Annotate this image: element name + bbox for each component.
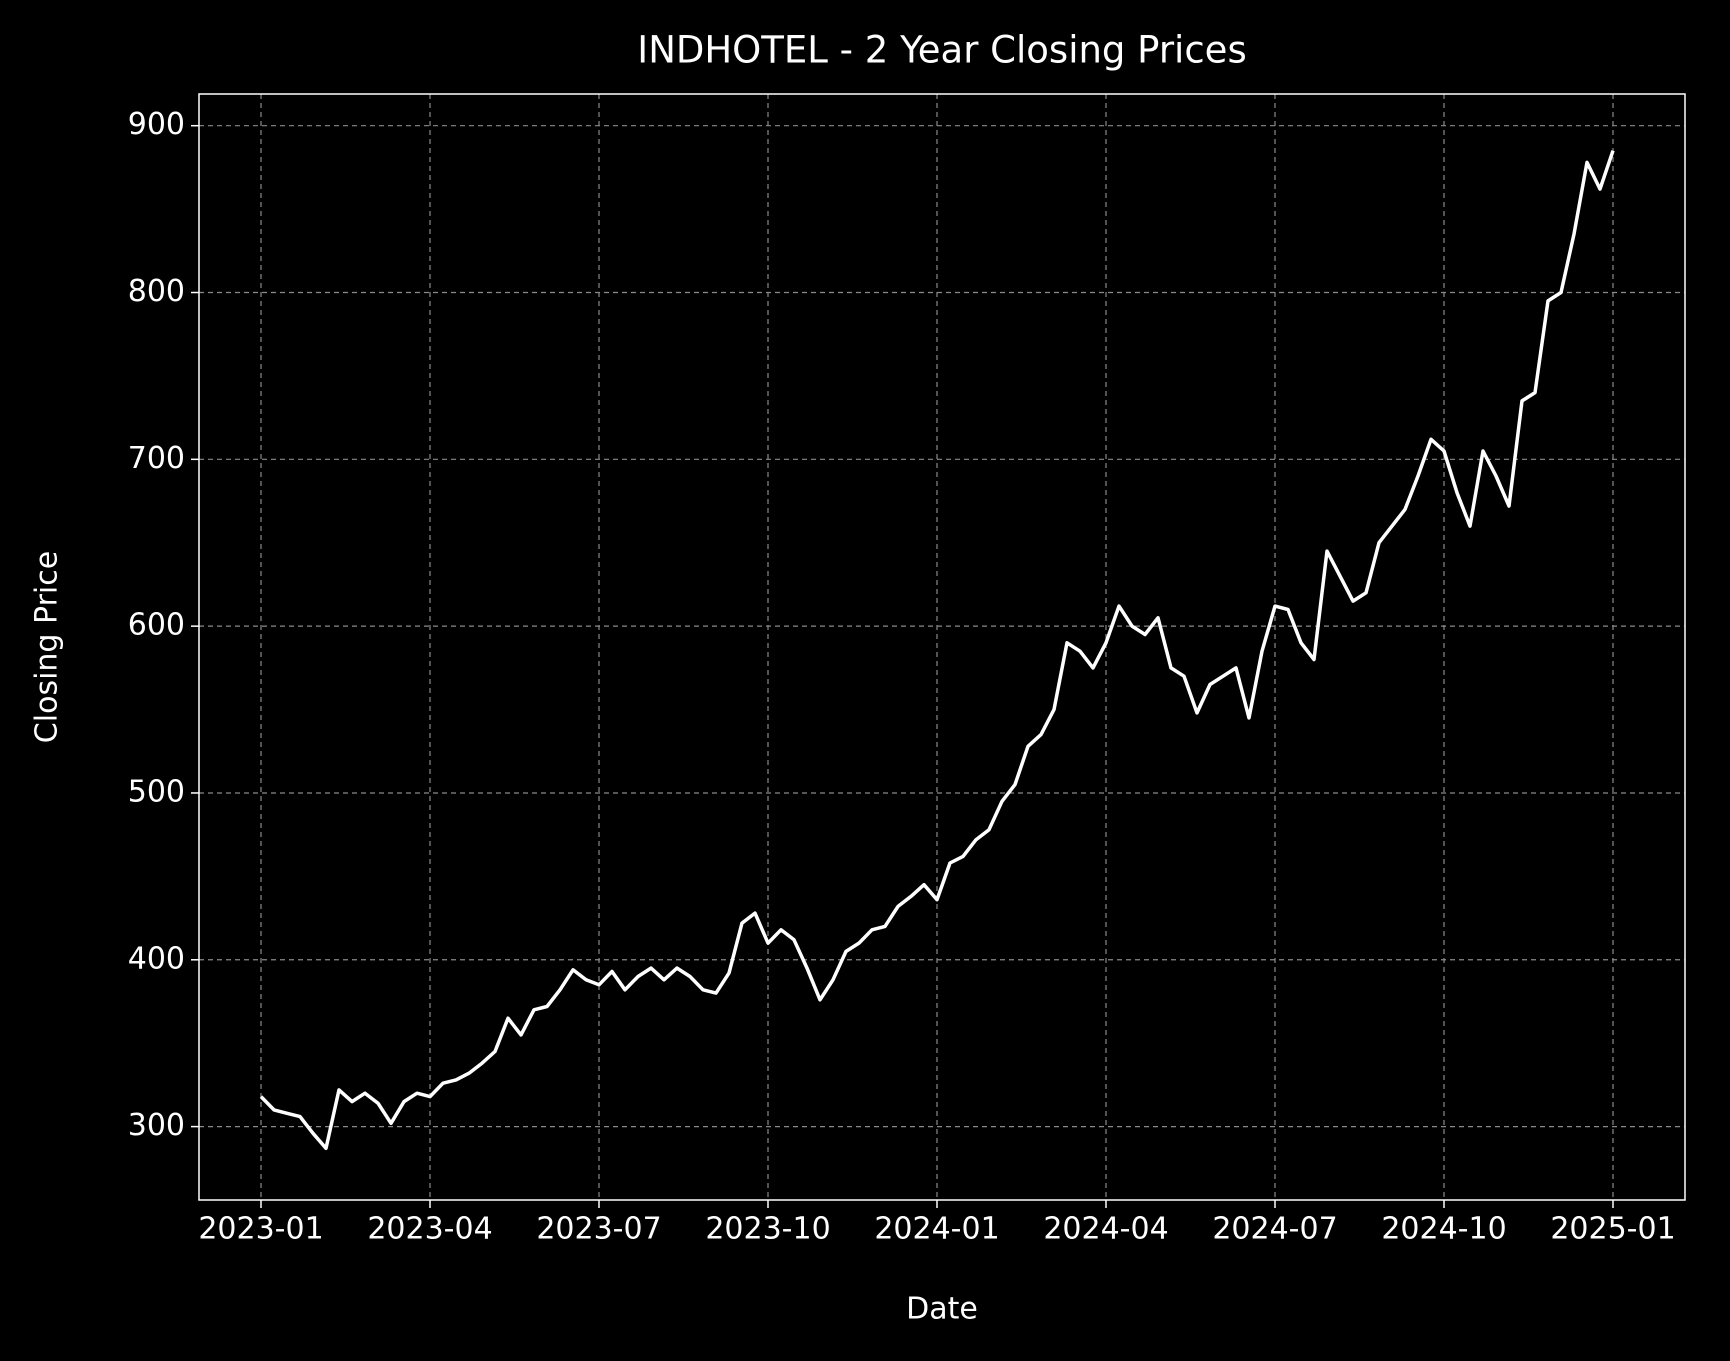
x-tick-label: 2025-01: [1550, 1212, 1675, 1247]
x-tick-label: 2024-04: [1043, 1212, 1168, 1247]
y-tick-label: 600: [128, 608, 185, 643]
y-tick-label: 800: [128, 274, 185, 309]
chart-title: INDHOTEL - 2 Year Closing Prices: [637, 29, 1246, 72]
x-tick-label: 2023-07: [536, 1212, 661, 1247]
x-tick-label: 2023-04: [367, 1212, 492, 1247]
y-tick-label: 700: [128, 441, 185, 476]
x-tick-label: 2023-10: [705, 1212, 830, 1247]
y-tick-label: 500: [128, 774, 185, 809]
y-tick-label: 900: [128, 107, 185, 142]
y-axis-label: Closing Price: [30, 551, 65, 743]
x-tick-label: 2023-01: [198, 1212, 323, 1247]
price-line: [259, 150, 1615, 1151]
x-tick-label: 2024-07: [1212, 1212, 1337, 1247]
x-tick-label: 2024-10: [1381, 1212, 1506, 1247]
x-tick-label: 2024-01: [874, 1212, 999, 1247]
y-tick-label: 300: [128, 1108, 185, 1143]
x-axis-label: Date: [906, 1292, 978, 1327]
y-tick-label: 400: [128, 941, 185, 976]
plot-frame: [198, 93, 1686, 1201]
